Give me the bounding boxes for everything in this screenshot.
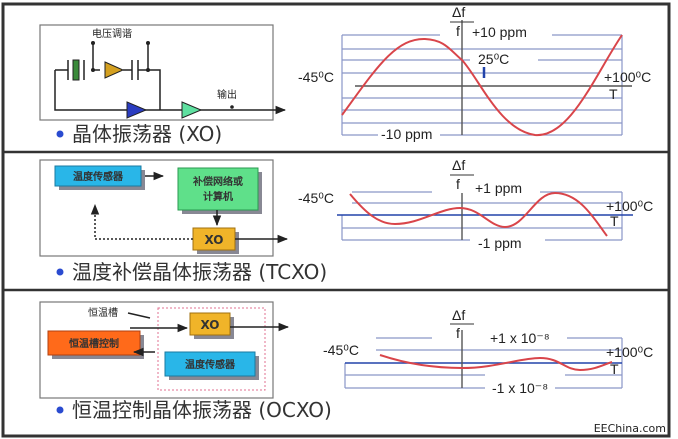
tcxo-curve xyxy=(349,191,608,237)
y-label-den: f xyxy=(456,23,460,39)
y-label-den: f xyxy=(456,176,460,192)
bottom-label: -1 x 10⁻⁸ xyxy=(492,380,548,396)
circuit-box xyxy=(39,24,274,121)
crystal-oscillator-circuit xyxy=(54,41,287,119)
top-label: +1 x 10⁻⁸ xyxy=(490,330,550,346)
ocxo-panel: 恒温槽 XO 恒温槽控制 温度传感器 恒温控制晶体振荡器 (OCXO) Δf f… xyxy=(39,301,653,422)
xo-panel: 电压调谐 输出 晶体振荡器 (XO) Δf f +10 xyxy=(39,4,651,146)
compensation-label-2: 计算机 xyxy=(203,190,233,203)
oven-enclosure xyxy=(157,307,266,391)
xo-block-label: XO xyxy=(200,318,219,332)
y-label-den: f xyxy=(456,325,460,341)
t-min-label: -45⁰C xyxy=(298,190,334,206)
output-label: 输出 xyxy=(217,88,237,101)
oven-pointer xyxy=(127,312,151,319)
y-label-num: Δf xyxy=(452,307,465,323)
tcxo-title: 温度补偿晶体振荡器 (TCXO) xyxy=(72,260,327,284)
voltage-tuning-label: 电压调谐 xyxy=(92,27,132,40)
oven-control-label: 恒温槽控制 xyxy=(69,337,119,350)
ocxo-frequency-temperature-graph: Δf f +1 x 10⁻⁸ -45⁰C +100⁰C T -1 x 10⁻⁸ xyxy=(323,307,653,396)
temp-sensor-block xyxy=(164,351,256,377)
feedback-arrow xyxy=(90,203,193,240)
t-max-label: +100⁰C xyxy=(606,344,653,360)
amplifier-icon xyxy=(126,101,148,119)
xo-frequency-temperature-graph: Δf f +10 ppm 25⁰C -45⁰C +100⁰C T -10 ppm xyxy=(298,4,651,142)
crystal-icon xyxy=(72,59,80,81)
xo-block xyxy=(189,312,231,336)
x-axis-label: T xyxy=(610,213,619,229)
bullet-icon xyxy=(56,268,64,276)
ocxo-title: 恒温控制晶体振荡器 (OCXO) xyxy=(72,398,332,422)
watermark: EEChina.com xyxy=(594,422,666,435)
compensation-label-1: 补偿网络或 xyxy=(192,175,243,188)
y-label-num: Δf xyxy=(452,4,465,20)
oven-label: 恒温槽 xyxy=(88,306,118,319)
xo-curve xyxy=(341,34,623,137)
bullet-icon xyxy=(56,406,64,414)
x-axis-label: T xyxy=(609,86,618,102)
varactor-icon xyxy=(104,61,125,79)
ocxo-curve xyxy=(379,354,613,372)
block-diagram-box xyxy=(39,159,274,257)
t-max-label: +100⁰C xyxy=(604,69,651,85)
bullet-icon xyxy=(56,130,64,138)
top-label: +10 ppm xyxy=(472,24,527,40)
top-label: +1 ppm xyxy=(475,180,522,196)
oven-control-block xyxy=(47,330,141,356)
bottom-label: -1 ppm xyxy=(478,235,522,251)
bottom-label: -10 ppm xyxy=(381,126,432,142)
block-diagram-box xyxy=(39,301,274,399)
temp-sensor-label: 温度传感器 xyxy=(185,358,236,371)
t-min-label: -45⁰C xyxy=(323,342,359,358)
buffer-amplifier-icon xyxy=(181,101,203,119)
t-min-label: -45⁰C xyxy=(298,69,334,85)
temp-sensor-block xyxy=(54,165,142,187)
y-label-num: Δf xyxy=(452,157,465,173)
tcxo-panel: 温度传感器 补偿网络或 计算机 XO 温度补偿晶体振荡器 (TCXO) Δf f… xyxy=(39,157,653,284)
xo-title: 晶体振荡器 (XO) xyxy=(72,122,222,146)
x-axis-label: T xyxy=(610,361,619,377)
t-max-label: +100⁰C xyxy=(606,198,653,214)
tcxo-frequency-temperature-graph: Δf f +1 ppm -45⁰C +100⁰C T -1 ppm xyxy=(298,157,653,251)
xo-block-label: XO xyxy=(204,233,223,247)
compensation-block xyxy=(177,167,259,211)
temp-sensor-label: 温度传感器 xyxy=(73,170,124,183)
ref-temp-label: 25⁰C xyxy=(478,51,509,67)
